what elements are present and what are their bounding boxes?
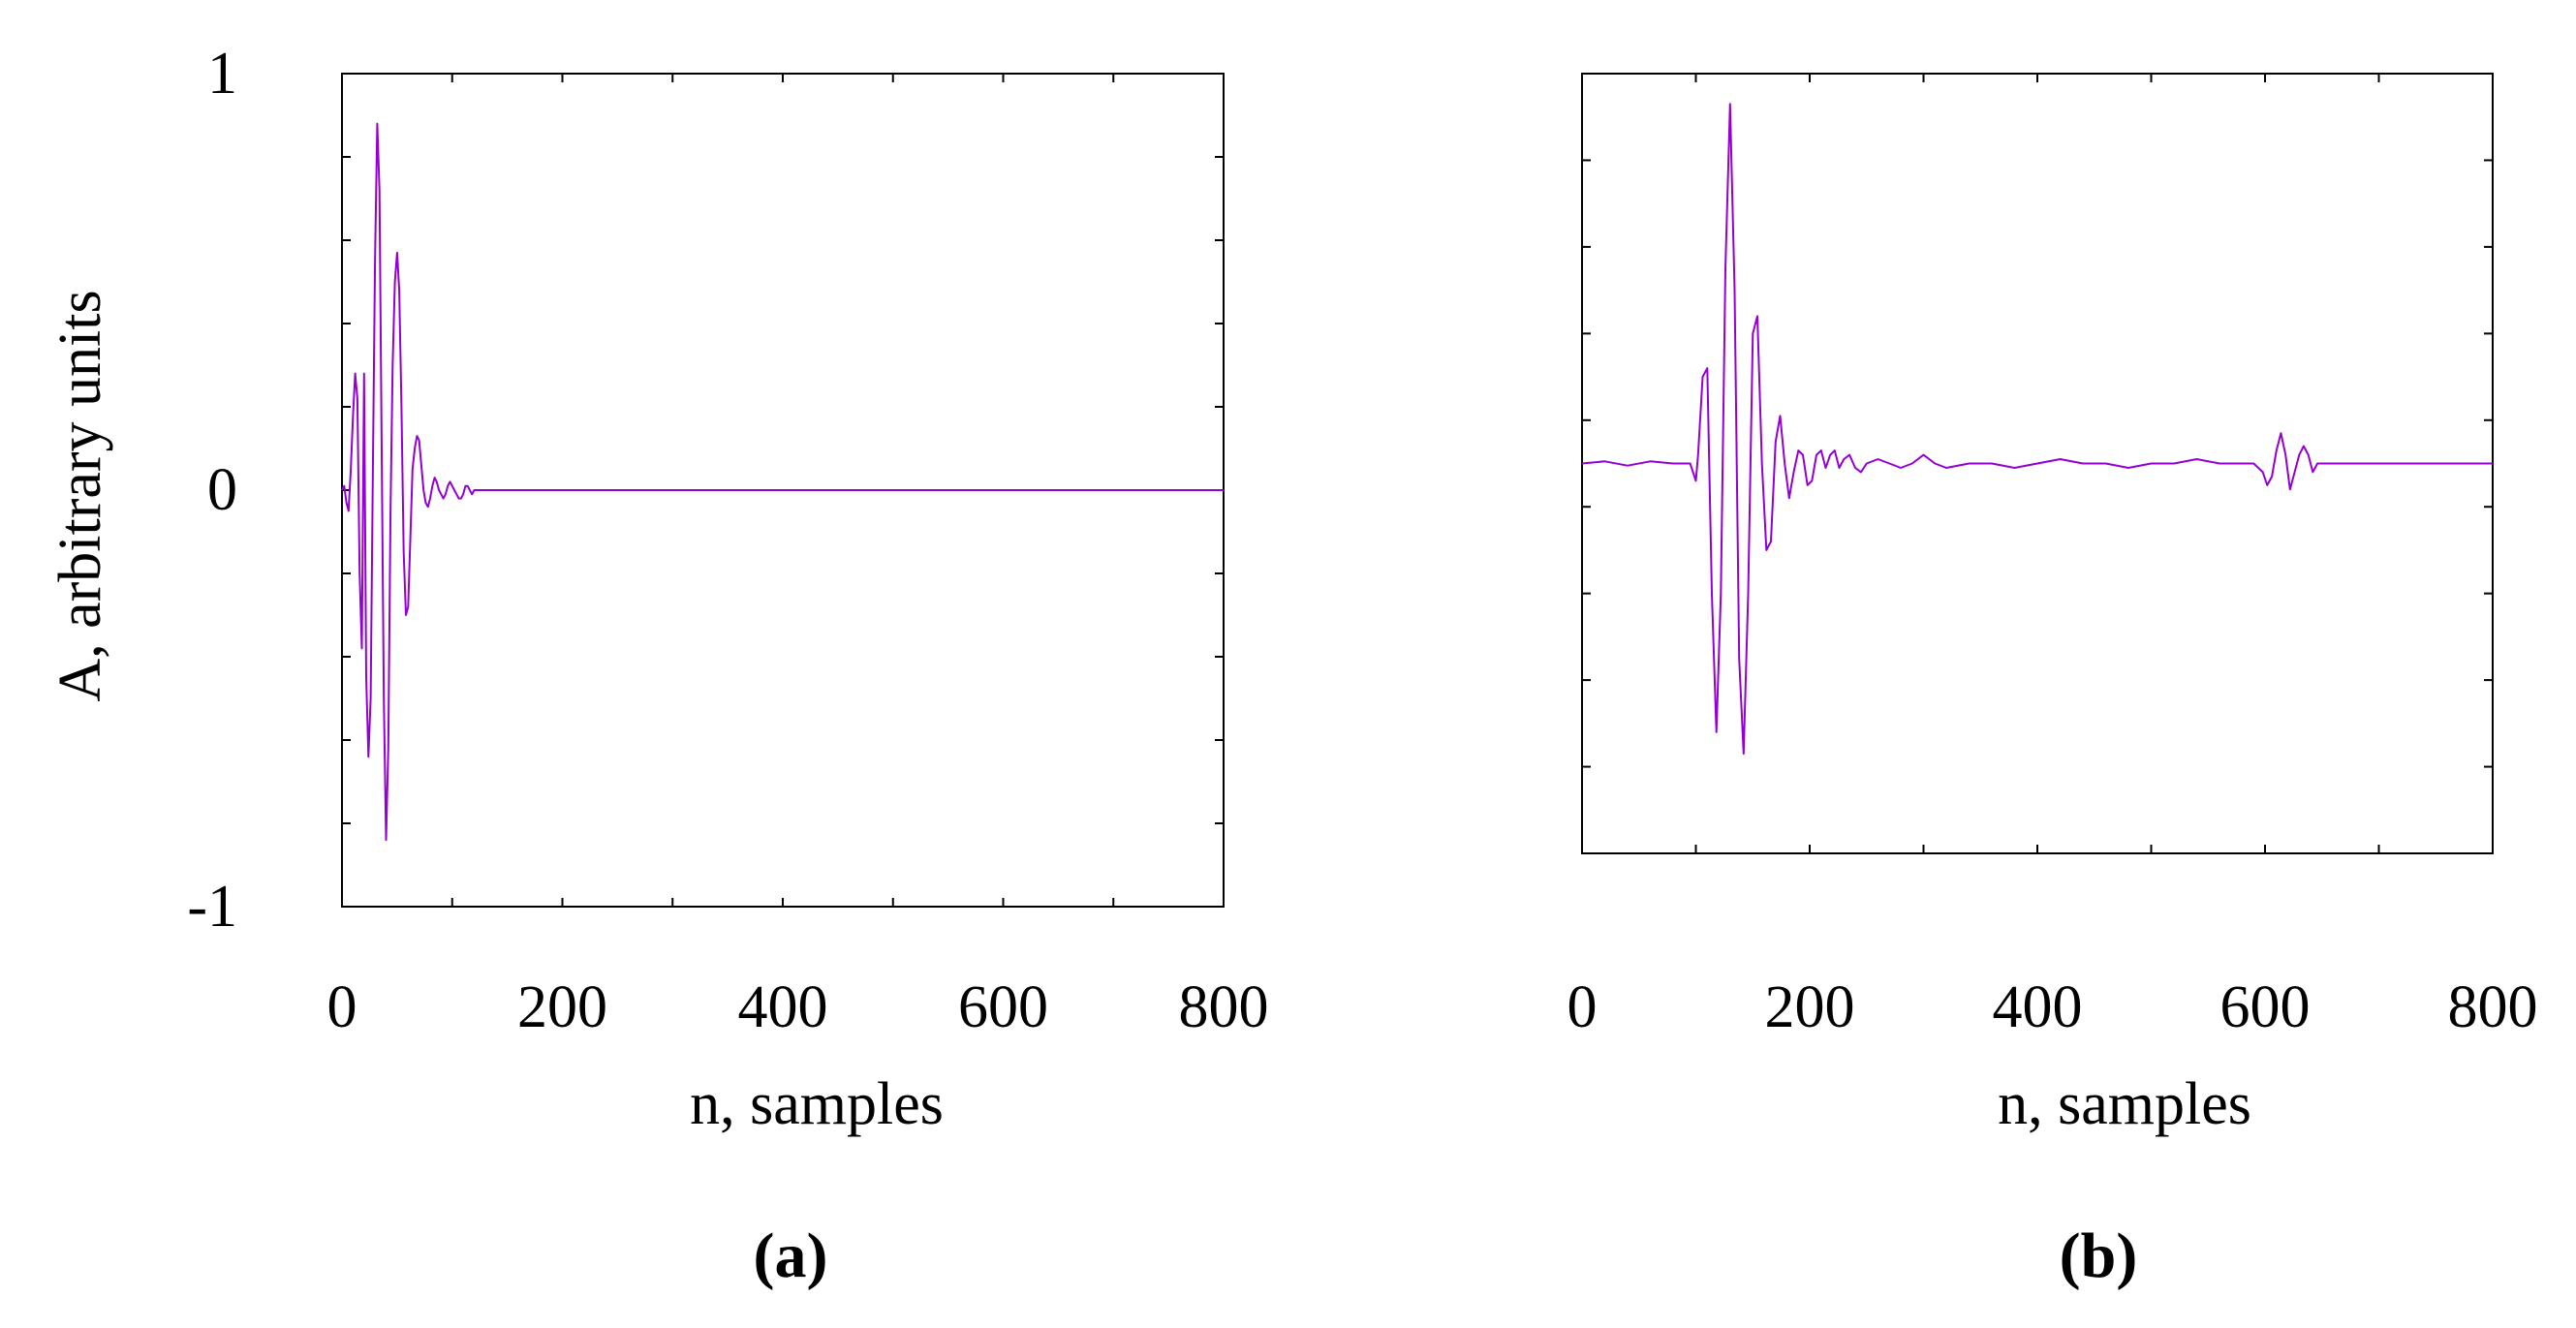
panel-label-a: (a) bbox=[754, 1220, 828, 1291]
minor-ticks-b bbox=[1582, 74, 2493, 853]
panel-a: 0 200 400 600 800 -1 0 1 n, samples A, arbitra… bbox=[47, 41, 1269, 1291]
panel-b: 0 200 400 600 800 n, samples (b) bbox=[1567, 73, 2538, 1291]
x-tick-label: 400 bbox=[738, 974, 828, 1040]
x-axis-label-b: n, samples bbox=[1998, 1071, 2251, 1137]
y-tick-label: 1 bbox=[207, 41, 237, 107]
x-tick-label: 200 bbox=[517, 974, 607, 1040]
series-line-a bbox=[341, 122, 1224, 842]
x-tick-label: 800 bbox=[1179, 974, 1269, 1040]
x-tick-label: 0 bbox=[327, 974, 357, 1040]
x-tick-label: 800 bbox=[2448, 974, 2538, 1040]
x-tick-label: 600 bbox=[958, 974, 1048, 1040]
x-tick-labels-b: 0 200 400 600 800 bbox=[1567, 974, 2538, 1040]
series-line-b bbox=[1581, 103, 2493, 756]
x-tick-label: 400 bbox=[1993, 974, 2083, 1040]
x-tick-label: 600 bbox=[2220, 974, 2311, 1040]
x-tick-label: 0 bbox=[1567, 974, 1598, 1040]
y-tick-label: 0 bbox=[207, 457, 237, 523]
panel-label-b: (b) bbox=[2060, 1220, 2138, 1291]
x-tick-labels-a: 0 200 400 600 800 bbox=[327, 974, 1269, 1040]
x-axis-label-a: n, samples bbox=[690, 1071, 944, 1137]
y-tick-labels-a: -1 0 1 bbox=[187, 41, 237, 940]
y-axis-label-a: A, arbitrary units bbox=[47, 290, 113, 701]
y-tick-label: -1 bbox=[187, 874, 237, 940]
x-tick-label: 200 bbox=[1765, 974, 1855, 1040]
